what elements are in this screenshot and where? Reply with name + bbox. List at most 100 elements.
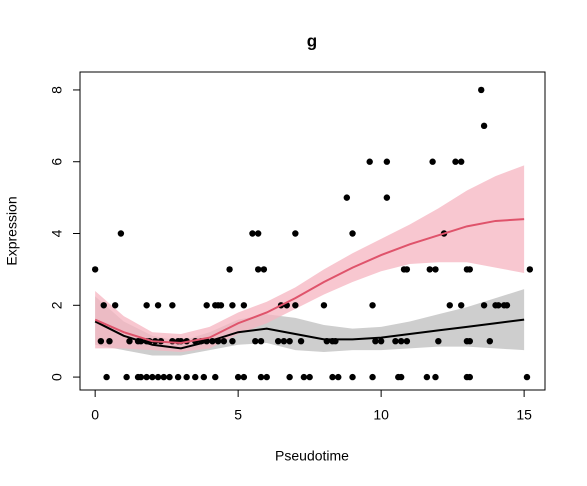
x-tick-label: 5 bbox=[234, 407, 242, 423]
point bbox=[403, 266, 411, 273]
y-tick-label: 6 bbox=[49, 158, 65, 166]
point bbox=[126, 337, 133, 345]
point bbox=[478, 86, 485, 94]
point bbox=[466, 337, 473, 345]
point bbox=[220, 337, 228, 345]
point bbox=[260, 266, 268, 273]
point bbox=[466, 373, 473, 381]
point bbox=[297, 337, 305, 345]
point bbox=[286, 337, 293, 345]
point bbox=[229, 302, 236, 309]
point bbox=[349, 373, 356, 381]
point bbox=[335, 373, 342, 381]
point bbox=[183, 373, 190, 381]
point bbox=[392, 337, 399, 345]
point bbox=[292, 302, 299, 309]
point bbox=[257, 337, 265, 345]
x-axis-label: Pseudotime bbox=[275, 448, 349, 464]
point bbox=[100, 302, 107, 309]
point bbox=[280, 337, 288, 345]
point bbox=[403, 337, 411, 345]
point bbox=[369, 302, 376, 309]
point bbox=[106, 337, 113, 345]
point bbox=[254, 266, 262, 273]
confidence-band bbox=[95, 165, 525, 352]
point bbox=[366, 158, 373, 165]
point bbox=[240, 302, 248, 309]
point bbox=[254, 230, 262, 237]
point bbox=[117, 230, 125, 237]
point bbox=[166, 373, 173, 381]
point bbox=[458, 158, 465, 165]
point bbox=[503, 302, 511, 309]
point bbox=[423, 373, 431, 381]
point bbox=[203, 302, 210, 309]
point bbox=[480, 302, 488, 309]
point bbox=[274, 337, 282, 345]
point bbox=[103, 373, 110, 381]
point bbox=[452, 158, 459, 165]
point bbox=[329, 373, 336, 381]
point bbox=[149, 373, 156, 381]
point bbox=[306, 373, 313, 381]
point bbox=[372, 337, 379, 345]
point bbox=[217, 302, 225, 309]
smooth-line bbox=[94, 218, 525, 344]
point bbox=[383, 194, 391, 201]
point bbox=[495, 302, 502, 309]
point bbox=[377, 337, 385, 345]
point bbox=[123, 373, 130, 381]
point bbox=[234, 373, 242, 381]
point bbox=[432, 373, 439, 381]
point bbox=[143, 373, 150, 381]
point bbox=[458, 302, 465, 309]
y-axis-label: Expression bbox=[4, 196, 20, 265]
point bbox=[446, 302, 453, 309]
point bbox=[154, 373, 162, 381]
point bbox=[383, 158, 391, 165]
point bbox=[226, 266, 233, 273]
point bbox=[343, 194, 351, 201]
point bbox=[486, 337, 494, 345]
point bbox=[432, 266, 439, 273]
y-tick-label: 4 bbox=[49, 229, 65, 237]
x-tick-label: 0 bbox=[91, 407, 99, 423]
point bbox=[111, 302, 119, 309]
point bbox=[97, 337, 105, 345]
x-tick-label: 15 bbox=[516, 407, 532, 423]
point bbox=[300, 373, 308, 381]
point bbox=[192, 373, 199, 381]
point bbox=[160, 373, 167, 381]
point bbox=[212, 373, 219, 381]
point bbox=[320, 302, 328, 309]
point bbox=[249, 230, 256, 237]
point bbox=[252, 337, 259, 345]
point bbox=[200, 373, 208, 381]
point bbox=[397, 373, 405, 381]
y-tick-label: 8 bbox=[49, 86, 65, 94]
point bbox=[523, 373, 531, 381]
chart-title: g bbox=[307, 31, 317, 50]
point bbox=[435, 337, 442, 345]
point bbox=[480, 122, 488, 130]
point bbox=[349, 230, 356, 237]
point bbox=[426, 266, 433, 273]
point bbox=[429, 158, 436, 165]
x-tick-label: 10 bbox=[373, 407, 389, 423]
y-tick-label: 2 bbox=[49, 301, 65, 309]
point bbox=[526, 266, 534, 273]
point bbox=[240, 373, 248, 381]
point bbox=[174, 373, 182, 381]
point bbox=[137, 373, 145, 381]
point bbox=[229, 337, 236, 345]
smooth-line bbox=[94, 318, 525, 350]
point bbox=[143, 302, 150, 309]
point bbox=[91, 266, 99, 273]
point bbox=[397, 337, 405, 345]
point bbox=[263, 373, 270, 381]
point bbox=[292, 230, 299, 237]
point bbox=[369, 373, 376, 381]
point bbox=[466, 266, 473, 273]
point bbox=[154, 302, 162, 309]
